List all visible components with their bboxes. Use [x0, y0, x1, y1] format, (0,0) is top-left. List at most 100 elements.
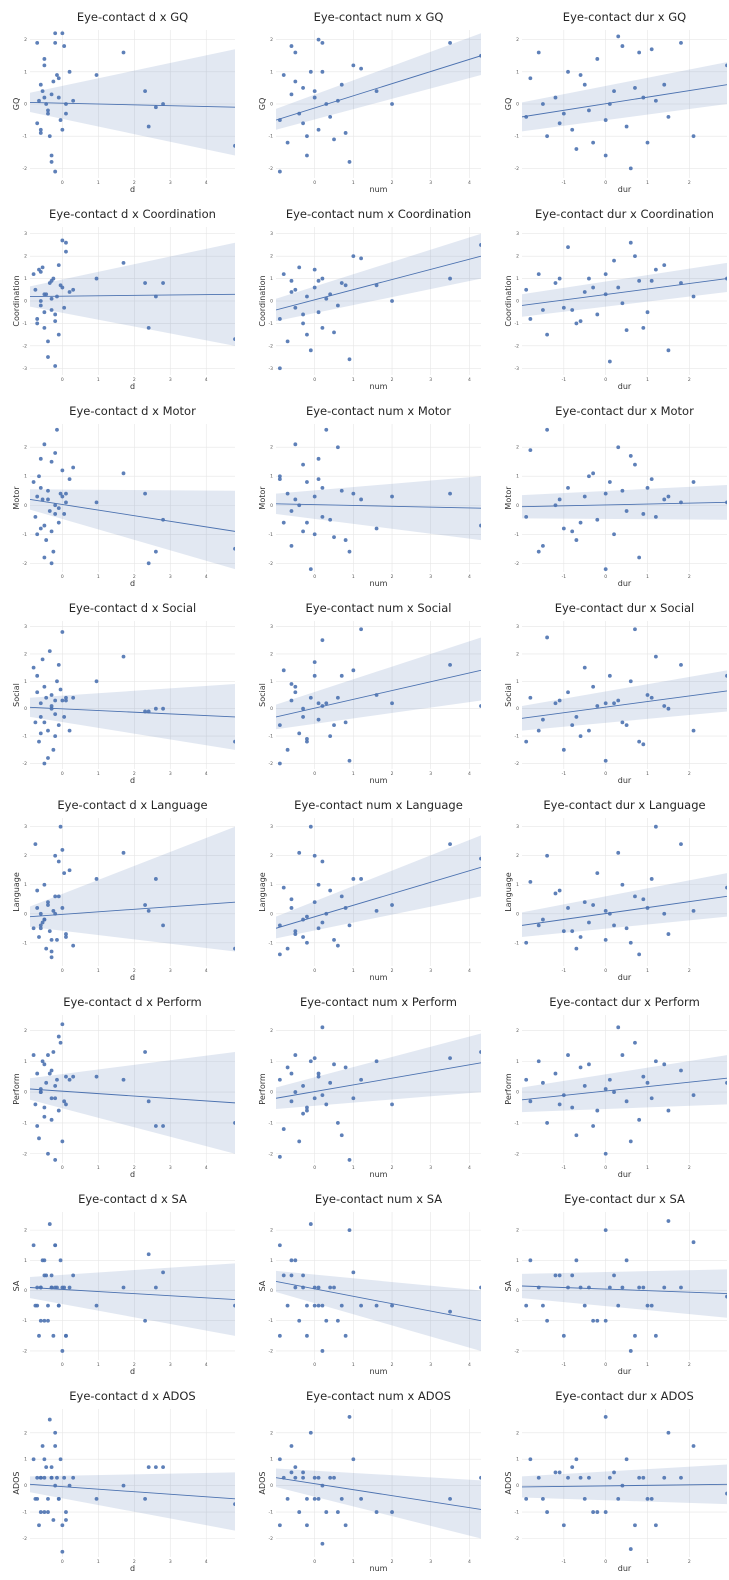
x-tick-label: 3 [429, 1362, 432, 1368]
data-point [38, 456, 43, 461]
y-tick-label: 0 [24, 1090, 27, 1096]
data-point [725, 1294, 727, 1299]
data-point [60, 1139, 65, 1144]
y-tick-label: -2 [23, 1536, 28, 1542]
panel-title: Eye-contact dur x Perform [549, 995, 700, 1009]
panel-title: Eye-contact num x GQ [314, 10, 444, 24]
data-point [339, 1303, 344, 1308]
data-point [582, 1084, 587, 1088]
data-point [536, 50, 541, 55]
x-axis-label: d [130, 579, 135, 588]
data-point [281, 1127, 286, 1131]
data-point [570, 929, 575, 934]
panel-title: Eye-contact d x Coordination [49, 207, 216, 221]
data-point [297, 265, 302, 270]
data-point [587, 728, 591, 733]
data-point [42, 292, 47, 297]
data-point [574, 1457, 579, 1462]
data-point [591, 684, 596, 689]
data-point [351, 877, 356, 881]
data-point [53, 911, 58, 916]
y-tick-label: 1 [270, 69, 273, 75]
data-point [479, 1475, 481, 1480]
data-point [143, 1318, 147, 1323]
data-point [55, 937, 59, 942]
data-point [595, 704, 600, 708]
x-tick-label: 4 [468, 968, 471, 974]
data-point [277, 1154, 282, 1159]
data-point [679, 281, 683, 285]
x-axis-label: d [130, 776, 135, 785]
x-tick-label: 2 [391, 180, 394, 186]
data-point [44, 1080, 49, 1085]
data-point [233, 946, 235, 951]
data-point [305, 1333, 309, 1338]
y-tick-label: 3 [516, 824, 519, 830]
y-tick-label: 1 [24, 1059, 27, 1065]
data-point [233, 337, 235, 342]
data-point [332, 535, 336, 540]
data-point [233, 1502, 235, 1507]
data-point [320, 1483, 325, 1488]
data-point [316, 1071, 321, 1076]
data-point [301, 1285, 305, 1290]
x-tick-label: -1 [562, 771, 567, 777]
data-point [301, 1111, 305, 1116]
data-point [56, 332, 61, 337]
data-point [161, 1465, 165, 1470]
data-point [64, 698, 68, 703]
x-axis-label: dur [618, 1170, 632, 1179]
x-tick-label: 2 [133, 377, 136, 383]
data-point [51, 1518, 56, 1522]
data-point [33, 514, 38, 519]
y-tick-label: 0 [270, 503, 273, 509]
data-point [58, 824, 63, 829]
data-point [624, 723, 629, 728]
data-point [390, 102, 394, 106]
data-point [359, 66, 363, 71]
data-point [545, 635, 550, 640]
data-point [297, 503, 302, 508]
y-tick-label: -1 [23, 134, 28, 140]
y-tick-label: -1 [515, 1120, 520, 1126]
x-tick-label: 1 [352, 1165, 355, 1171]
data-point [448, 662, 452, 667]
data-point [305, 1303, 309, 1308]
data-point [339, 281, 344, 285]
data-point [297, 1510, 302, 1514]
data-point [603, 937, 608, 942]
data-point [332, 137, 336, 142]
data-point [53, 169, 58, 174]
data-point [31, 1457, 36, 1462]
panel-title: Eye-contact dur x Motor [555, 404, 694, 418]
data-point [628, 1139, 633, 1144]
x-tick-label: 0 [61, 377, 64, 383]
data-point [56, 662, 61, 667]
data-point [603, 1151, 608, 1156]
scatter-panel: 0 1 2 3 4 -2 -1 0 1 2 Eye-contact d x Motor d Motor [12, 404, 235, 588]
y-tick-label: 2 [270, 1028, 273, 1034]
data-point [587, 920, 591, 925]
confidence-band [522, 1464, 727, 1505]
y-tick-label: 3 [24, 824, 27, 830]
data-point [33, 287, 38, 292]
x-tick-label: 0 [313, 574, 316, 580]
data-point [56, 506, 61, 511]
x-tick-label: 3 [169, 180, 172, 186]
data-point [339, 1496, 344, 1501]
x-tick-label: 4 [205, 180, 208, 186]
x-axis-label: num [370, 1367, 388, 1376]
data-point [335, 98, 340, 103]
y-tick-label: 2 [24, 254, 27, 260]
data-point [297, 1318, 302, 1323]
y-tick-label: -1 [515, 1510, 520, 1516]
data-point [285, 747, 290, 752]
y-axis-label: Motor [12, 486, 21, 510]
data-point [528, 448, 533, 453]
x-axis-label: d [130, 1170, 135, 1179]
data-point [557, 497, 562, 502]
data-point [35, 1124, 40, 1128]
data-point [359, 1303, 363, 1308]
regression-line [30, 901, 235, 918]
x-tick-label: 1 [97, 180, 100, 186]
